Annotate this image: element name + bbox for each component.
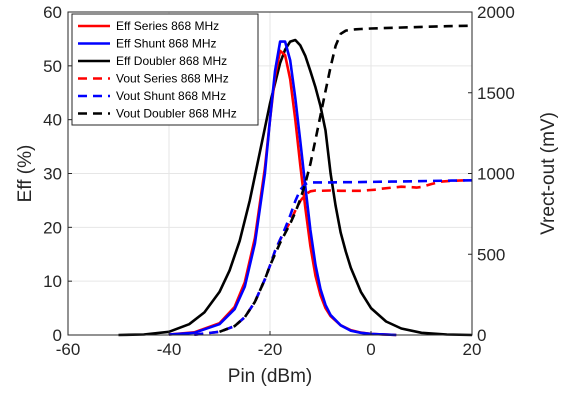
y-tick-label: 40 — [43, 111, 62, 130]
x-tick-label: -40 — [157, 340, 182, 359]
legend-label: Eff Shunt 868 MHz — [116, 37, 217, 51]
y2-tick-label: 2000 — [477, 3, 515, 22]
y-tick-label: 30 — [43, 165, 62, 184]
y-tick-label: 0 — [53, 326, 62, 345]
y-axis-ticks: 0 10 20 30 40 50 60 — [43, 3, 72, 345]
x-axis-ticks: -60 -40 -20 0 20 — [56, 331, 482, 359]
y-tick-label: 10 — [43, 272, 62, 291]
x-tick-label: 0 — [366, 340, 375, 359]
legend-label: Vout Series 868 MHz — [116, 72, 229, 86]
x-tick-label: -20 — [258, 340, 283, 359]
y2-tick-label: 0 — [477, 326, 486, 345]
x-tick-label: -60 — [56, 340, 81, 359]
y2-tick-label: 1500 — [477, 84, 515, 103]
series-line-vout-shunt-868-mhz — [194, 179, 473, 336]
series-line-eff-shunt-868-mhz — [168, 40, 397, 337]
legend-label: Vout Doubler 868 MHz — [116, 107, 237, 121]
y-tick-label: 60 — [43, 3, 62, 22]
series-line-eff-doubler-868-mhz — [118, 38, 473, 337]
y-tick-label: 20 — [43, 218, 62, 237]
y2-axis-ticks: 0 500 1000 1500 2000 — [468, 3, 515, 345]
x-tick-label: 20 — [463, 340, 482, 359]
y2-tick-label: 500 — [477, 245, 505, 264]
series-lines — [118, 24, 473, 337]
x-axis-label: Pin (dBm) — [228, 366, 312, 387]
legend-label: Vout Shunt 868 MHz — [116, 89, 226, 103]
legend: Eff Series 868 MHz Eff Shunt 868 MHz Eff D… — [71, 13, 259, 126]
series-line-vout-doubler-868-mhz — [219, 24, 473, 334]
legend-label: Eff Series 868 MHz — [116, 19, 219, 33]
y-tick-label: 50 — [43, 57, 62, 76]
legend-label: Eff Doubler 868 MHz — [116, 54, 227, 68]
y2-tick-label: 1000 — [477, 165, 515, 184]
legend-box — [71, 13, 259, 126]
y-axis-label: Eff (%) — [15, 145, 36, 203]
y2-axis-label: Vrect-out (mV) — [538, 112, 559, 235]
